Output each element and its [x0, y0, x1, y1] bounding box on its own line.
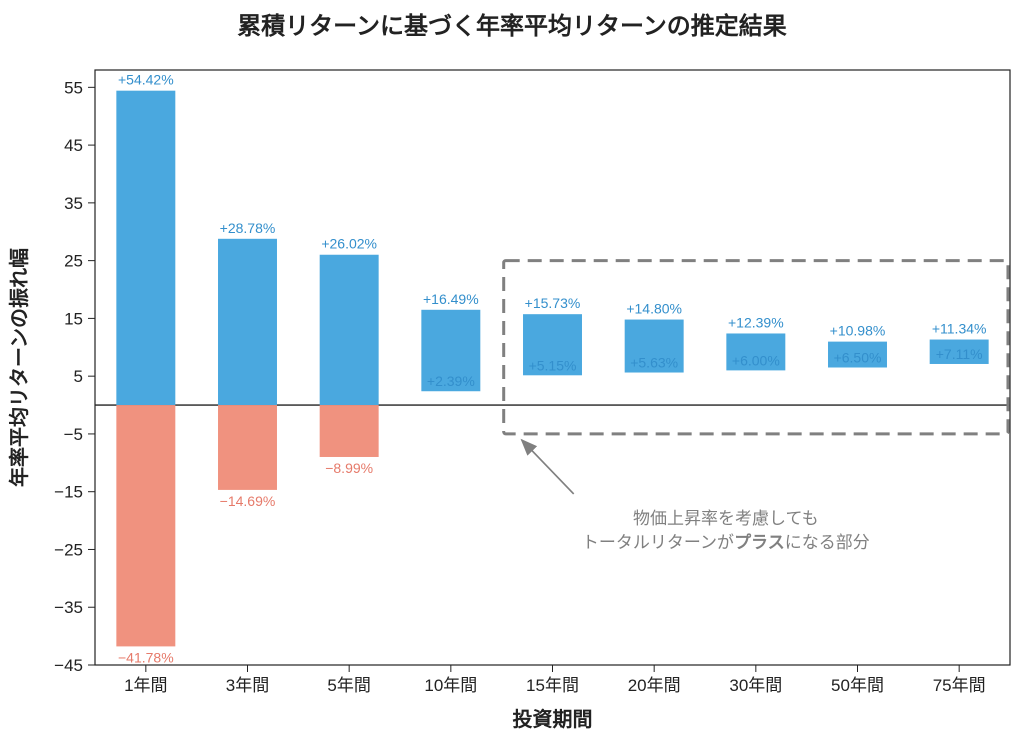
xtick-label: 1年間 [124, 676, 167, 695]
bar-low-label: −14.69% [220, 493, 276, 509]
ytick-label: −15 [54, 483, 83, 502]
bar-range-chart: 累積リターンに基づく年率平均リターンの推定結果 −45 −35 −25 −15 −5 5 15… [0, 0, 1024, 738]
y-axis-label: 年率平均リターンの振れ幅 [7, 248, 31, 487]
bar-high-label: +28.78% [220, 220, 276, 236]
bar-high-label: +14.80% [626, 301, 682, 317]
bar-high-label: +12.39% [728, 314, 784, 330]
bar-positive [218, 239, 277, 405]
bar-low-label: −41.78% [118, 649, 174, 665]
x-axis-label: 投資期間 [513, 707, 593, 731]
xtick-label: 5年間 [327, 676, 370, 695]
bar-low-label: +6.50% [834, 350, 882, 366]
ytick-label: 25 [64, 252, 83, 271]
annotation-line1: 物価上昇率を考慮しても [633, 509, 819, 528]
xtick-label: 20年間 [628, 676, 681, 695]
bar-high-label: +15.73% [525, 295, 581, 311]
ytick-label: 45 [64, 136, 83, 155]
bar-positive [116, 91, 175, 405]
bar-high-label: +54.42% [118, 72, 174, 88]
ytick-label: 55 [64, 78, 83, 97]
ytick-label: 35 [64, 194, 83, 213]
bar-low-label: +2.39% [427, 373, 475, 389]
annotation-line2: トータルリターンがプラスになる部分 [582, 532, 870, 552]
bar-positive [320, 255, 379, 405]
xtick-label: 15年間 [526, 676, 579, 695]
xtick-label: 50年間 [831, 676, 884, 695]
bar-high-label: +10.98% [830, 323, 886, 339]
xtick-label: 30年間 [729, 676, 782, 695]
bar-negative [218, 405, 277, 490]
bar-negative [320, 405, 379, 457]
xtick-label: 3年間 [226, 676, 269, 695]
annotation-arrow [522, 440, 574, 494]
bar-low-label: +6.00% [732, 352, 780, 368]
chart-title: 累積リターンに基づく年率平均リターンの推定結果 [237, 12, 787, 40]
bar-low-label: +7.11% [936, 346, 983, 362]
chart-container: { "chart": { "type": "bar-range", "title… [0, 0, 1024, 738]
ytick-label: −45 [54, 656, 83, 675]
bar-high-label: +11.34% [932, 321, 987, 337]
xtick-label: 75年間 [933, 676, 986, 695]
bar-low-label: −8.99% [325, 460, 373, 476]
bar-low-label: +5.15% [529, 357, 577, 373]
ytick-label: 5 [74, 367, 83, 386]
ytick-label: 15 [64, 309, 83, 328]
bar-negative [116, 405, 175, 646]
ytick-label: −35 [54, 598, 83, 617]
bar-high-label: +16.49% [423, 291, 479, 307]
xtick-label: 10年間 [424, 676, 477, 695]
bar-low-label: +5.63% [630, 355, 678, 371]
ytick-label: −5 [64, 425, 83, 444]
bar-high-label: +26.02% [321, 236, 377, 252]
ytick-label: −25 [54, 540, 83, 559]
